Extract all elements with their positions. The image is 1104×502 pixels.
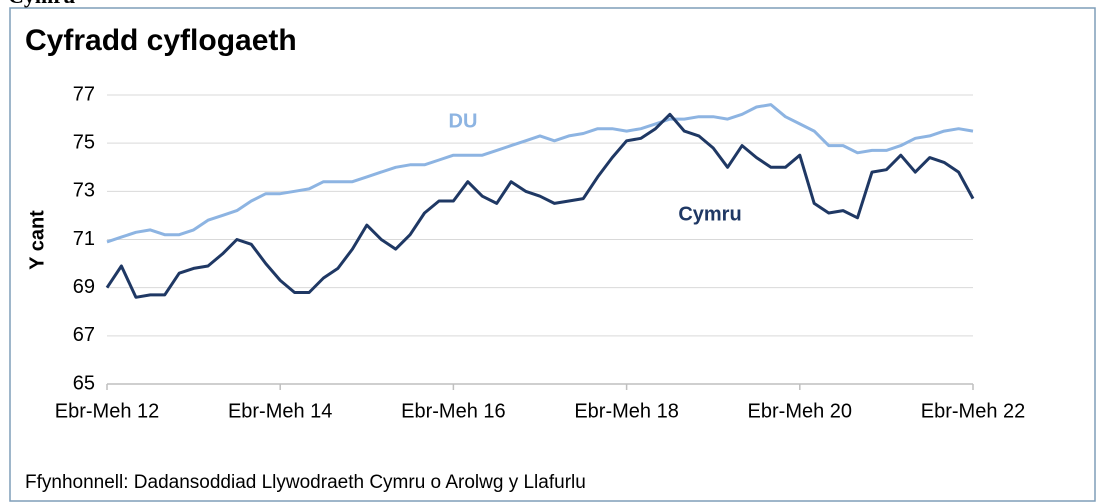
y-tick-label: 73 — [73, 180, 95, 202]
series-line — [105, 112, 975, 299]
series-label: DU — [449, 110, 478, 132]
x-tick-label: Ebr-Meh 18 — [574, 400, 679, 422]
series-line — [106, 103, 974, 244]
chart-title: Cyfradd cyflogaeth — [25, 24, 297, 57]
x-tick-label: Ebr-Meh 20 — [748, 400, 853, 422]
series-label: Cymru — [678, 203, 741, 225]
y-axis-label: Y cant — [26, 210, 48, 270]
x-tick-label: Ebr-Meh 12 — [55, 400, 160, 422]
x-tick-label: Ebr-Meh 22 — [921, 400, 1026, 422]
x-tick-label: Ebr-Meh 14 — [228, 400, 333, 422]
y-tick-label: 77 — [73, 83, 95, 105]
source: Ffynhonnell: Dadansoddiad Llywodraeth Cy… — [25, 472, 586, 493]
y-tick-label: 67 — [73, 324, 95, 346]
y-tick-label: 65 — [73, 372, 95, 394]
header: Cymru — [8, 0, 75, 8]
y-tick-label: 75 — [73, 131, 95, 153]
y-tick-label: 71 — [73, 228, 95, 250]
x-tick-label: Ebr-Meh 16 — [401, 400, 506, 422]
y-tick-label: 69 — [73, 276, 95, 298]
frame — [9, 7, 1096, 502]
